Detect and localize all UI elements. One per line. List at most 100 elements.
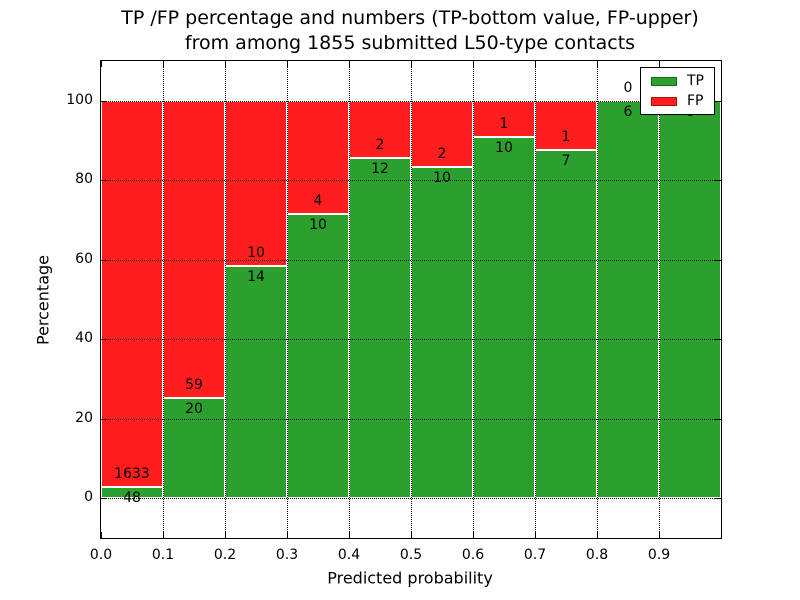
x-tick-label: 0.5 xyxy=(399,547,423,563)
tp-count-label: 48 xyxy=(123,489,141,506)
v-gridline xyxy=(287,61,288,538)
legend-row: FP xyxy=(651,94,704,108)
y-tick-right xyxy=(715,100,721,102)
x-tick-label: 0.0 xyxy=(89,547,113,563)
bar-segment-tp xyxy=(597,100,659,499)
legend-label: FP xyxy=(687,93,704,109)
legend-row: TP xyxy=(651,74,704,88)
x-tick-label: 0.6 xyxy=(461,547,485,563)
x-tick-top xyxy=(659,61,660,67)
bar-segment-tp xyxy=(225,266,287,499)
x-tick-label: 0.2 xyxy=(213,547,237,563)
y-tick-label: 20 xyxy=(75,409,93,426)
v-gridline xyxy=(473,61,474,538)
x-axis-label: Predicted probability xyxy=(327,568,493,588)
bar-segment-tp xyxy=(535,150,597,499)
v-gridline xyxy=(225,61,226,538)
x-tick-bottom xyxy=(473,532,474,538)
y-tick-right xyxy=(715,418,721,420)
y-tick-right xyxy=(715,180,721,182)
bar-segment-fp xyxy=(225,100,287,267)
x-tick-bottom xyxy=(287,532,288,538)
fp-count-label: 1 xyxy=(499,115,509,132)
x-tick-top xyxy=(597,61,598,67)
x-tick-bottom xyxy=(411,532,412,538)
x-tick-top xyxy=(349,61,350,67)
bar-segment-fp xyxy=(163,100,225,398)
y-tick-left xyxy=(101,339,107,341)
x-tick-bottom xyxy=(225,532,226,538)
y-tick-left xyxy=(101,498,107,500)
fp-count-label: 0 xyxy=(623,79,633,96)
fp-count-label: 4 xyxy=(313,193,323,210)
y-tick-label: 0 xyxy=(84,489,93,506)
fp-count-label: 59 xyxy=(185,376,203,393)
x-tick-bottom xyxy=(659,532,660,538)
x-tick-label: 0.3 xyxy=(275,547,299,563)
bar-segment-tp xyxy=(349,157,411,499)
x-tick-label: 0.7 xyxy=(523,547,547,563)
v-gridline xyxy=(535,61,536,538)
v-gridline xyxy=(597,61,598,538)
bar-segment-tp xyxy=(101,486,163,499)
x-tick-top xyxy=(473,61,474,67)
x-tick-top xyxy=(225,61,226,67)
x-tick-bottom xyxy=(597,532,598,538)
v-gridline xyxy=(411,61,412,538)
y-tick-label: 60 xyxy=(75,250,93,267)
x-tick-top xyxy=(101,61,102,67)
fp-count-label: 2 xyxy=(437,146,447,162)
y-tick-label: 40 xyxy=(75,330,93,347)
x-tick-label: 0.8 xyxy=(585,547,609,563)
bar-segment-fp xyxy=(101,100,163,487)
y-tick-right xyxy=(715,498,721,500)
x-tick-top xyxy=(411,61,412,67)
tp-count-label: 10 xyxy=(309,217,327,234)
tp-count-label: 20 xyxy=(185,400,203,417)
tp-count-label: 7 xyxy=(561,153,571,170)
y-tick-left xyxy=(101,259,107,261)
x-tick-label: 0.9 xyxy=(647,547,671,563)
x-tick-label: 0.1 xyxy=(151,547,175,563)
bar-segment-tp xyxy=(473,136,535,499)
v-gridline xyxy=(659,61,660,538)
y-tick-right xyxy=(715,259,721,261)
legend: TP FP xyxy=(640,67,715,115)
v-gridline xyxy=(163,61,164,538)
y-tick-left xyxy=(101,100,107,102)
fp-legend-swatch-icon xyxy=(651,96,677,106)
y-tick-label: 100 xyxy=(66,91,93,108)
tp-count-label: 14 xyxy=(247,269,265,286)
bar-segment-fp xyxy=(411,100,473,167)
y-tick-label: 80 xyxy=(75,171,93,188)
bar-segment-tp xyxy=(163,397,225,499)
tp-count-label: 6 xyxy=(623,103,633,120)
chart-title-line1: TP /FP percentage and numbers (TP-bottom… xyxy=(121,7,699,29)
tp-legend-swatch-icon xyxy=(651,76,677,86)
x-tick-bottom xyxy=(101,532,102,538)
y-tick-left xyxy=(101,418,107,420)
chart-title: TP /FP percentage and numbers (TP-bottom… xyxy=(90,6,730,56)
bar-segment-tp xyxy=(411,167,473,499)
legend-label: TP xyxy=(687,73,704,89)
x-tick-bottom xyxy=(535,532,536,538)
x-tick-top xyxy=(287,61,288,67)
x-tick-label: 0.4 xyxy=(337,547,361,563)
v-gridline xyxy=(349,61,350,538)
x-tick-bottom xyxy=(349,532,350,538)
x-tick-top xyxy=(535,61,536,67)
bar-segment-tp xyxy=(287,214,349,499)
plot-area: TP FP 1633 48 59 20 10 14 4 10 2 12 2 10 1 10 1 7 0 60 6 0.0… xyxy=(66,60,722,563)
y-tick-left xyxy=(101,180,107,182)
chart-title-line2: from among 1855 submitted L50-type conta… xyxy=(184,32,636,54)
tp-count-label: 10 xyxy=(433,170,451,186)
tp-count-label: 12 xyxy=(371,160,389,177)
fp-count-label: 1633 xyxy=(114,465,150,482)
tp-count-label: 10 xyxy=(495,139,513,156)
bar-segment-tp xyxy=(659,100,721,499)
x-tick-bottom xyxy=(163,532,164,538)
fp-count-label: 2 xyxy=(375,136,385,153)
x-tick-top xyxy=(163,61,164,67)
y-tick-right xyxy=(715,339,721,341)
